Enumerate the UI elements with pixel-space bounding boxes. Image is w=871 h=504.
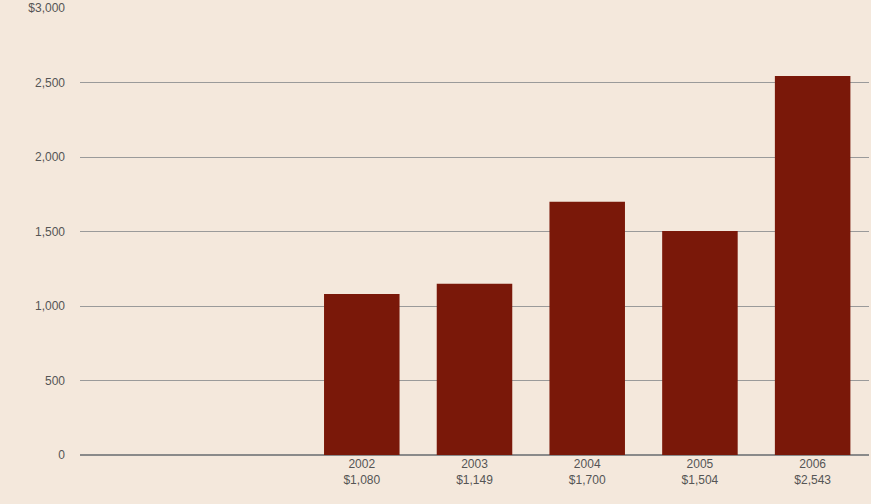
- svg-text:2,000: 2,000: [35, 150, 65, 164]
- svg-text:$3,000: $3,000: [28, 1, 65, 15]
- svg-text:2004$1,700: 2004$1,700: [569, 457, 606, 487]
- svg-text:500: 500: [45, 374, 65, 388]
- svg-text:0: 0: [58, 448, 65, 462]
- svg-text:2005$1,504: 2005$1,504: [682, 457, 719, 487]
- svg-text:2003$1,149: 2003$1,149: [456, 457, 493, 487]
- svg-text:2002$1,080: 2002$1,080: [343, 457, 380, 487]
- svg-text:1,500: 1,500: [35, 225, 65, 239]
- svg-text:1,000: 1,000: [35, 299, 65, 313]
- svg-text:2006$2,543: 2006$2,543: [794, 457, 831, 487]
- svg-text:2,500: 2,500: [35, 76, 65, 90]
